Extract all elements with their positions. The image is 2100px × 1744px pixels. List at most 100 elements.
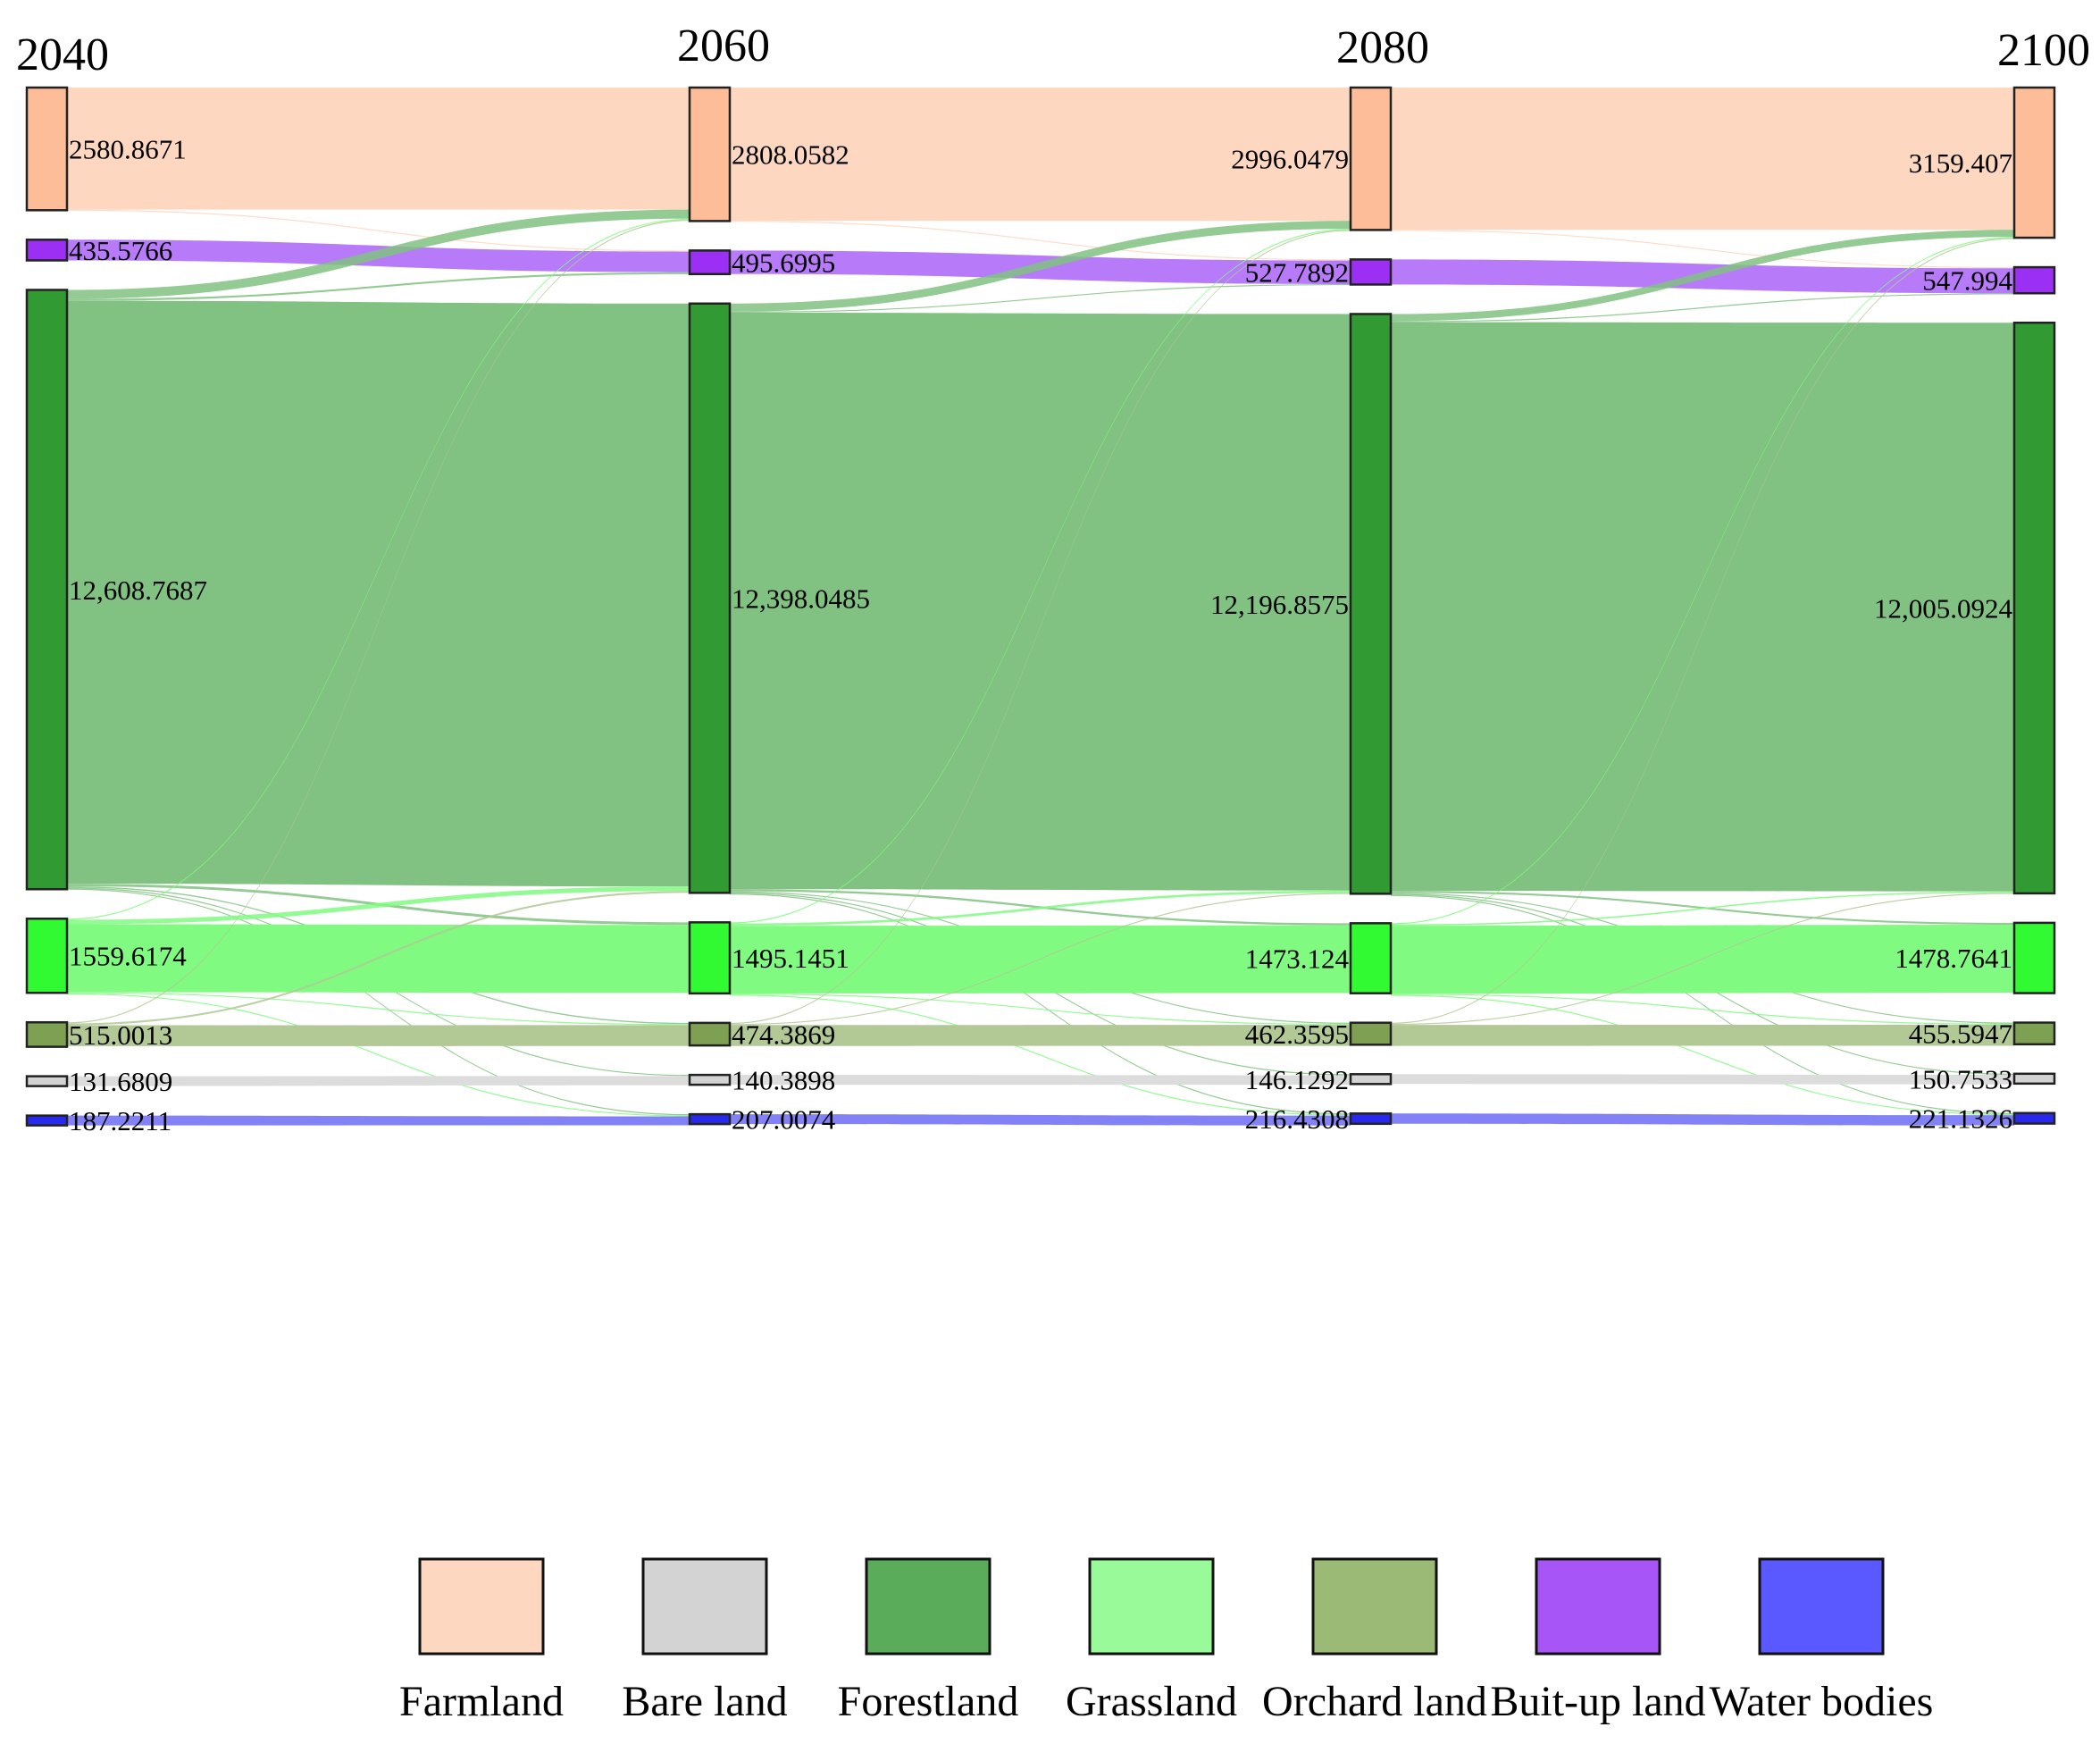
link-orchard-land-to-farmland-2060-2080 [730,230,1351,1025]
link-grassland-to-farmland-2060-2080 [730,229,1351,924]
legend-swatch-forestland [865,1557,991,1656]
node-label-buit-up-land-2100: 547.994 [1922,265,2012,297]
node-farmland-2100 [2012,86,2056,239]
link-grassland-to-water-bodies-2040-2060 [67,993,690,1117]
link-forestland-to-forestland-2060-2080 [730,313,1351,891]
node-label-water-bodies-2040: 187.2211 [69,1105,172,1136]
link-grassland-to-forestland-2080-2100 [1391,891,2014,926]
link-bare-land-to-bare-land-2040-2060 [67,1076,690,1086]
link-orchard-land-to-forestland-2040-2060 [67,891,690,1026]
year-label-2040: 2040 [16,29,109,80]
node-grassland-2060 [688,921,732,995]
link-orchard-land-to-farmland-2040-2060 [67,219,690,1024]
node-label-water-bodies-2100: 221.1326 [1909,1103,2012,1135]
link-farmland-to-buit-up-land-2040-2060 [67,209,690,252]
year-label-2100: 2100 [1997,25,2090,76]
link-water-bodies-to-water-bodies-2080-2100 [1391,1113,2014,1126]
link-grassland-to-water-bodies-2080-2100 [1391,994,2014,1116]
link-grassland-to-farmland-2080-2100 [1391,237,2014,925]
node-buit-up-land-2040 [25,239,69,262]
node-label-bare-land-2080: 146.1292 [1245,1064,1349,1095]
node-buit-up-land-2060 [688,249,732,276]
link-grassland-to-orchard-land-2060-2080 [730,993,1351,1026]
link-forestland-to-farmland-2080-2100 [1391,230,2014,322]
node-label-grassland-2040: 1559.6174 [69,941,187,972]
link-forestland-to-buit-up-land-2080-2100 [1391,293,2014,323]
node-orchard-land-2060 [688,1021,732,1047]
year-label-2080: 2080 [1336,22,1429,73]
link-grassland-to-forestland-2040-2060 [67,886,690,925]
link-water-bodies-to-water-bodies-2060-2080 [730,1114,1351,1126]
node-label-orchard-land-2080: 462.3595 [1245,1019,1349,1050]
link-grassland-to-water-bodies-2060-2080 [730,994,1351,1116]
link-water-bodies-to-water-bodies-2040-2060 [67,1115,690,1126]
year-labels: 2040 2060 2080 2100 [16,21,2090,80]
node-forestland-2060 [688,302,732,894]
link-grassland-to-forestland-2060-2080 [730,890,1351,926]
node-label-farmland-2080: 2996.0479 [1231,144,1349,175]
link-forestland-to-buit-up-land-2060-2080 [730,283,1351,314]
node-label-bare-land-2040: 131.6809 [69,1066,172,1097]
legend: Farmland Bare land Forestland Grassland Orch… [399,1557,1934,1725]
link-farmland-to-farmland-2040-2060 [67,88,690,210]
link-forestland-to-farmland-2060-2080 [730,221,1351,312]
node-buit-up-land-2100 [2012,265,2056,295]
node-bare-land-2100 [2012,1072,2056,1086]
node-forestland-2040 [25,289,69,891]
link-orchard-land-to-forestland-2060-2080 [730,893,1351,1026]
node-label-farmland-2100: 3159.407 [1909,147,2012,179]
legend-label-orchard-land: Orchard land [1262,1678,1487,1725]
node-label-forestland-2100: 12,005.0924 [1874,593,2013,625]
node-water-bodies-2100 [2012,1111,2056,1125]
node-grassland-2040 [25,918,69,994]
link-bare-land-to-bare-land-2080-2100 [1391,1074,2014,1085]
node-label-bare-land-2060: 140.3898 [732,1065,835,1096]
link-forestland-to-farmland-2040-2060 [67,209,690,299]
node-label-buit-up-land-2080: 527.7892 [1245,256,1349,288]
legend-label-farmland: Farmland [399,1678,564,1725]
link-forestland-to-forestland-2080-2100 [1391,322,2014,892]
node-grassland-2080 [1349,922,1393,994]
link-bare-land-to-bare-land-2060-2080 [730,1075,1351,1086]
legend-swatch-bare-land [641,1557,768,1656]
node-label-grassland-2060: 1495.1451 [732,943,849,974]
legend-swatch-buit-up-land [1535,1557,1661,1656]
legend-label-water-bodies: Water bodies [1710,1678,1934,1725]
node-label-forestland-2060: 12,398.0485 [732,583,870,615]
node-farmland-2040 [25,86,69,212]
legend-swatch-water-bodies [1758,1557,1885,1656]
node-orchard-land-2040 [25,1020,69,1048]
link-farmland-to-farmland-2080-2100 [1391,88,2014,231]
node-forestland-2100 [2012,321,2056,895]
node-orchard-land-2100 [2012,1021,2056,1046]
link-orchard-land-to-farmland-2080-2100 [1391,238,2014,1024]
node-bare-land-2060 [688,1073,732,1086]
link-farmland-to-buit-up-land-2080-2100 [1391,230,2014,269]
link-forestland-to-grassland-2080-2100 [1391,891,2014,926]
node-label-farmland-2060: 2808.0582 [732,139,849,171]
node-bare-land-2080 [1349,1073,1393,1086]
link-forestland-to-water-bodies-2040-2060 [67,888,690,1116]
legend-label-grassland: Grassland [1066,1678,1237,1725]
link-forestland-to-water-bodies-2080-2100 [1391,894,2014,1115]
link-orchard-land-to-forestland-2080-2100 [1391,893,2014,1026]
node-label-buit-up-land-2040: 435.5766 [69,235,172,266]
node-label-water-bodies-2060: 207.0074 [732,1104,836,1136]
node-farmland-2080 [1349,86,1393,231]
node-label-orchard-land-2100: 455.5947 [1909,1019,2012,1050]
node-label-grassland-2100: 1478.7641 [1895,943,2012,974]
node-water-bodies-2060 [688,1112,732,1126]
year-label-2060: 2060 [677,21,770,71]
link-orchard-land-to-orchard-land-2060-2080 [730,1025,1351,1046]
node-label-forestland-2080: 12,196.8575 [1210,589,1349,620]
labels-layer: 2580.8671 2808.0582 2996.0479 3159.407 435.5… [69,134,2013,1136]
node-forestland-2080 [1349,313,1393,895]
node-label-water-bodies-2080: 216.4308 [1245,1103,1349,1135]
node-label-forestland-2040: 12,608.7687 [69,574,207,606]
link-forestland-to-forestland-2040-2060 [67,300,690,887]
link-grassland-to-orchard-land-2080-2100 [1391,994,2014,1025]
link-orchard-land-to-orchard-land-2040-2060 [67,1025,690,1046]
legend-swatch-farmland [418,1557,545,1656]
node-label-buit-up-land-2060: 495.6995 [732,247,835,279]
